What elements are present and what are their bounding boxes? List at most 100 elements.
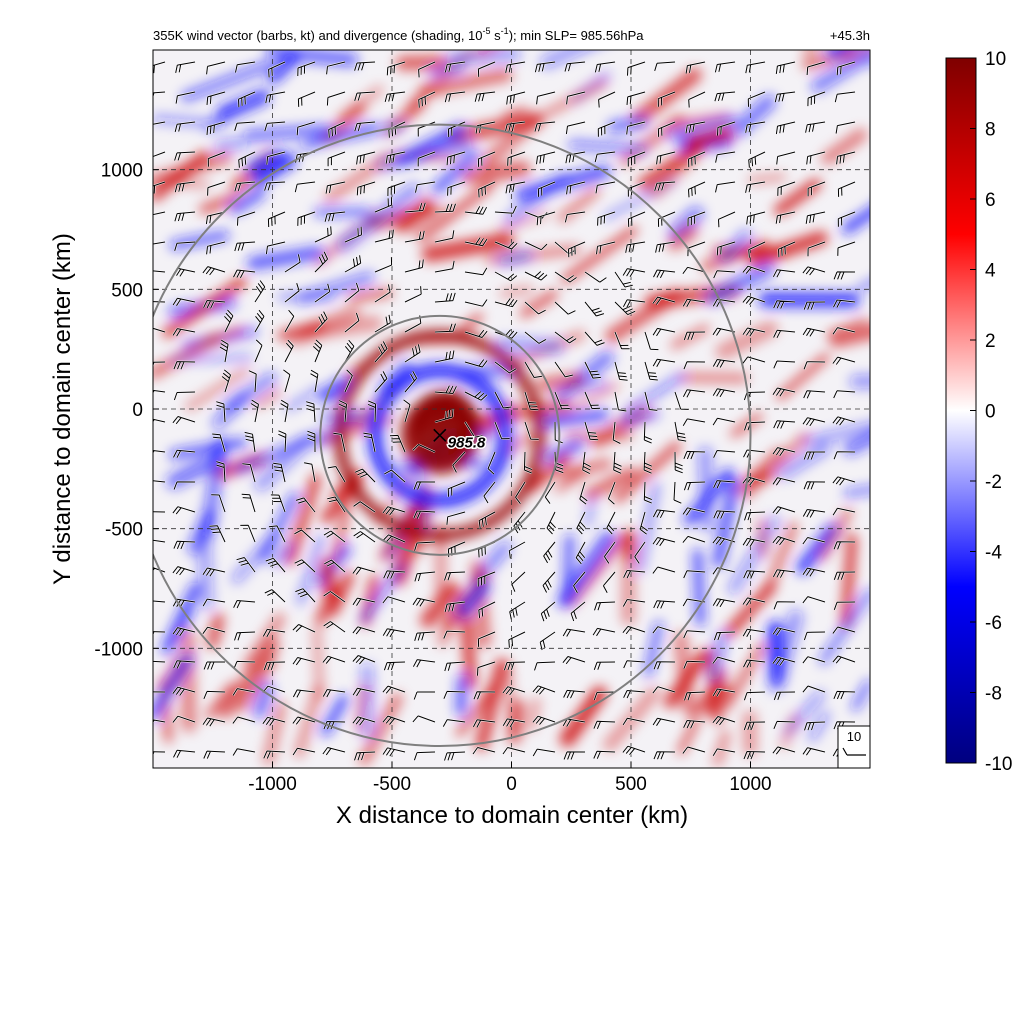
- wind-barb: [807, 91, 826, 107]
- x-tick-label: -1000: [248, 774, 297, 795]
- wind-barb: [593, 750, 616, 759]
- wind-barb: [464, 359, 488, 368]
- wind-barb: [474, 91, 496, 102]
- wind-barb: [233, 600, 256, 609]
- wind-barb: [477, 571, 496, 587]
- wind-barb: [717, 121, 736, 136]
- wind-barb: [718, 211, 736, 228]
- wind-barb: [344, 369, 353, 393]
- wind-barb: [172, 715, 196, 723]
- wind-barb: [742, 537, 766, 547]
- wind-barb: [153, 631, 166, 636]
- wind-barb: [262, 628, 286, 638]
- wind-barb: [627, 211, 646, 227]
- wind-barb: [832, 356, 856, 365]
- wind-barb: [544, 481, 556, 504]
- wind-barb: [643, 481, 652, 504]
- wind-barb: [834, 91, 856, 103]
- wind-barb: [307, 430, 316, 453]
- wind-barb: [513, 511, 526, 534]
- wind-barb: [173, 391, 196, 401]
- wind-barb: [153, 61, 166, 74]
- wind-barb: [326, 91, 346, 106]
- wind-barb: [626, 121, 646, 135]
- wind-barb: [802, 596, 826, 604]
- wind-barb: [502, 718, 526, 728]
- wind-barb: [294, 181, 316, 193]
- wind-barb: [234, 121, 256, 131]
- wind-barb: [623, 570, 646, 579]
- wind-barb: [338, 400, 347, 423]
- wind-barb: [464, 206, 488, 215]
- wind-barb: [173, 660, 196, 669]
- wind-barb: [444, 91, 466, 103]
- wind-barb: [655, 241, 676, 253]
- wind-barb: [683, 660, 706, 669]
- wind-barb: [570, 601, 586, 622]
- wind-barb: [382, 747, 406, 757]
- wind-barb: [306, 401, 316, 423]
- wind-barb: [233, 269, 256, 279]
- wind-barb: [264, 181, 286, 191]
- wind-barb: [832, 507, 856, 516]
- wind-barb: [540, 601, 556, 622]
- wind-barb: [625, 241, 646, 253]
- wind-barb: [546, 511, 556, 535]
- wind-barb: [238, 91, 256, 108]
- wind-barb: [593, 720, 616, 729]
- wind-barb: [442, 719, 466, 727]
- wind-barb: [539, 631, 556, 651]
- wind-barb: [773, 691, 796, 701]
- wind-barb: [562, 656, 586, 665]
- wind-barb: [532, 748, 556, 757]
- wind-barb: [806, 151, 826, 165]
- wind-barb: [714, 91, 736, 102]
- wind-barb: [284, 254, 301, 273]
- wind-barb: [593, 661, 616, 670]
- wind-barb: [537, 181, 556, 197]
- wind-barb: [404, 259, 424, 273]
- wind-barb: [712, 388, 736, 398]
- y-tick-label: -1000: [94, 639, 143, 660]
- wind-barb: [715, 151, 736, 163]
- wind-barb: [270, 494, 286, 513]
- wind-barb: [682, 266, 706, 274]
- wind-barb: [153, 91, 166, 98]
- wind-barb: [802, 327, 826, 337]
- wind-barb: [284, 339, 294, 363]
- wind-barb: [153, 691, 166, 693]
- wind-barb: [772, 569, 796, 578]
- wind-barb: [434, 203, 456, 213]
- wind-barb: [515, 481, 526, 505]
- y-axis-label: Y distance to domain center (km): [49, 233, 76, 585]
- wind-barb: [682, 535, 706, 543]
- wind-barb: [203, 690, 226, 699]
- wind-barb: [344, 312, 360, 333]
- wind-barb: [773, 420, 796, 429]
- wind-barb: [683, 570, 706, 579]
- wind-barb: [743, 751, 766, 760]
- wind-barb: [687, 211, 706, 227]
- wind-barb: [310, 369, 319, 393]
- wind-barb: [263, 661, 286, 671]
- wind-barb: [682, 507, 706, 516]
- wind-barb: [232, 748, 256, 756]
- wind-barb: [323, 621, 346, 633]
- wind-barb: [508, 541, 526, 559]
- wind-barb: [644, 331, 659, 351]
- wind-barb: [743, 659, 766, 668]
- wind-barb: [494, 298, 518, 308]
- wind-barb: [333, 432, 346, 453]
- wind-barb: [483, 481, 496, 504]
- wind-barb: [773, 601, 796, 610]
- wind-barb: [264, 121, 286, 132]
- wind-barb: [254, 280, 266, 303]
- wind-barb: [745, 61, 766, 74]
- wind-barb: [344, 255, 362, 273]
- wind-barb: [354, 468, 376, 483]
- wind-barb: [594, 61, 616, 73]
- wind-barb: [584, 271, 607, 283]
- wind-barb: [653, 751, 676, 760]
- wind-barb: [324, 211, 346, 222]
- wind-barb: [444, 751, 466, 761]
